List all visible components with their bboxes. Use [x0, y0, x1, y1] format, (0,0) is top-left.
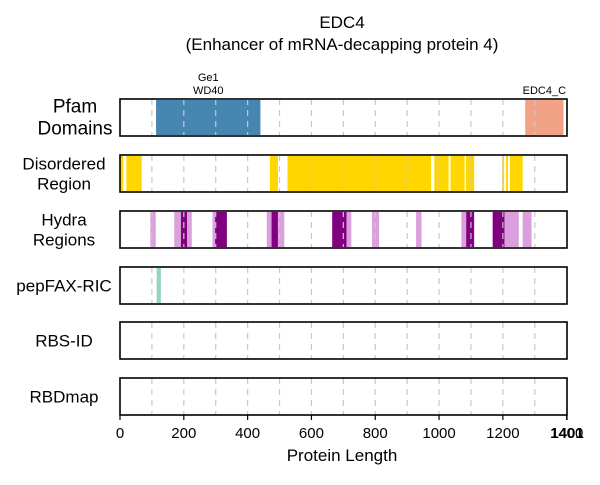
track-segment	[506, 156, 508, 191]
track-segment	[120, 156, 124, 191]
track-frame	[119, 210, 568, 249]
track-segment	[212, 212, 216, 247]
track-segment	[522, 212, 532, 247]
track: Disordered Region	[22, 154, 568, 194]
track-segment	[461, 212, 467, 247]
domain-label: WD40	[193, 85, 224, 97]
track-segment	[509, 156, 523, 191]
track-label: Pfam Domains	[38, 97, 113, 140]
track-label: pepFAX-RIC	[16, 277, 111, 296]
track: Hydra Regions	[33, 210, 568, 250]
track-label-line: Region	[37, 175, 91, 194]
x-tick-label: 600	[299, 425, 324, 442]
track-label-line: Pfam	[53, 97, 97, 118]
track-segment	[156, 268, 161, 303]
track-segment	[372, 212, 380, 247]
x-tick-label: 0	[116, 425, 124, 442]
track: RBS-ID	[35, 321, 568, 360]
track-frame	[119, 266, 568, 305]
x-tick-label: 1000	[422, 425, 455, 442]
track-label: RBDmap	[30, 388, 99, 407]
track-segment	[502, 156, 505, 191]
track-segment	[215, 212, 227, 247]
track-frame	[119, 321, 568, 360]
track-segment	[434, 156, 449, 191]
track-segment	[492, 212, 505, 247]
track-segment	[450, 156, 465, 191]
track-segment	[465, 156, 475, 191]
track-frame	[119, 377, 568, 416]
track-label-line: Regions	[33, 231, 95, 250]
track-segment	[271, 212, 278, 247]
chart-subtitle: (Enhancer of mRNA-decapping protein 4)	[186, 35, 499, 54]
track-segment	[525, 100, 564, 135]
x-tick-label-end: 1401	[550, 425, 583, 442]
track-segment	[180, 212, 188, 247]
track-segment	[504, 212, 519, 247]
track-segment	[187, 212, 192, 247]
track-frame	[119, 154, 568, 193]
track-segment	[266, 212, 272, 247]
track-segment	[174, 212, 180, 247]
x-tick-label: 200	[171, 425, 196, 442]
x-tick-label: 1400	[550, 425, 583, 442]
x-tick-label: 800	[363, 425, 388, 442]
x-tick-label: 400	[235, 425, 260, 442]
chart-title: EDC4	[319, 13, 364, 32]
track-segment	[156, 100, 261, 135]
domain-label: EDC4_C	[523, 85, 566, 97]
track-segment	[332, 212, 347, 247]
track-segment	[466, 212, 475, 247]
track-segment	[346, 212, 352, 247]
track-segment	[287, 156, 432, 191]
track-segment	[277, 212, 285, 247]
track-label: RBS-ID	[35, 332, 93, 351]
track-label: Disordered Region	[22, 155, 105, 194]
track: RBDmap	[30, 377, 568, 416]
track-label-line: Hydra	[41, 211, 87, 230]
x-axis-label: Protein Length	[287, 446, 398, 465]
track-label: Hydra Regions	[33, 211, 95, 250]
track-segment	[150, 212, 156, 247]
track-segment	[416, 212, 422, 247]
track-segment	[269, 156, 278, 191]
track: pepFAX-RIC	[16, 266, 568, 305]
domain-label: Ge1	[198, 72, 219, 84]
x-tick-label: 1200	[486, 425, 519, 442]
track-segment	[126, 156, 142, 191]
track-frame	[119, 98, 568, 137]
track-label-line: Domains	[38, 119, 113, 140]
track-label-line: Disordered	[22, 155, 105, 174]
